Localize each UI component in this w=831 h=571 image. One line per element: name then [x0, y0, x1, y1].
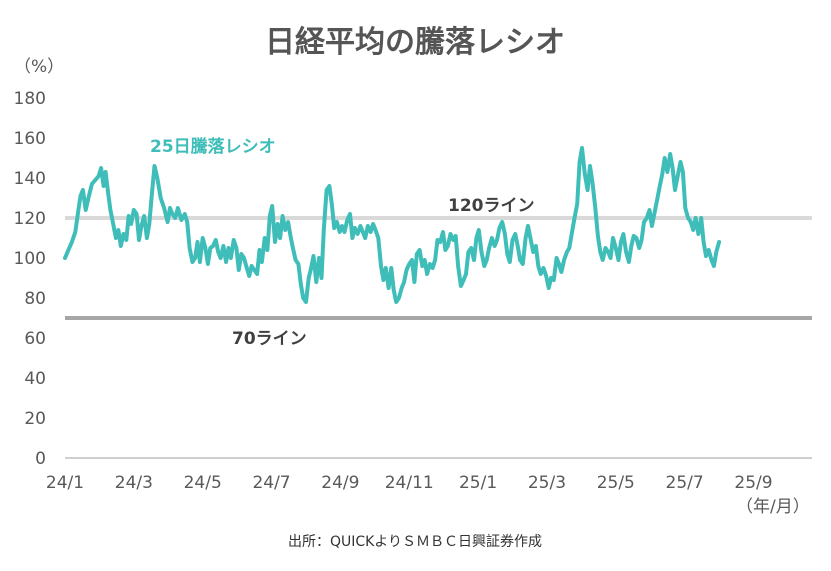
y-tick-label: 160: [14, 129, 46, 149]
x-axis-unit-label: （年/月）: [736, 497, 810, 517]
source-note: 出所：QUICKよりＳＭＢＣ日興証券作成: [288, 534, 542, 550]
x-tick-label: 25/1: [459, 473, 497, 493]
x-tick-label: 25/5: [597, 473, 635, 493]
x-tick-label: 24/11: [385, 473, 434, 493]
y-tick-label: 180: [14, 89, 46, 109]
y-axis-ticks: 0 20 40 60 80 100 120 140 160 180: [14, 89, 46, 469]
x-tick-label: 24/3: [115, 473, 153, 493]
x-tick-label: 24/1: [46, 473, 84, 493]
x-tick-label: 25/3: [528, 473, 566, 493]
y-tick-label: 80: [24, 289, 46, 309]
x-tick-label: 25/7: [666, 473, 704, 493]
series-legend-label: 25日騰落レシオ: [150, 136, 276, 157]
y-tick-label: 40: [24, 369, 46, 389]
y-tick-label: 100: [14, 249, 46, 269]
reference-label-120: 120ライン: [448, 196, 535, 216]
series-line-25day-ratio: [63, 146, 722, 304]
y-tick-label: 0: [35, 449, 46, 469]
y-tick-label: 120: [14, 209, 46, 229]
x-tick-label: 24/9: [321, 473, 359, 493]
y-tick-label: 20: [24, 409, 46, 429]
chart-title: 日経平均の騰落レシオ: [265, 25, 565, 60]
reference-label-70: 70ライン: [232, 329, 307, 349]
x-axis-ticks: 24/1 24/3 24/5 24/7 24/9 24/11 25/1 25/3 25/5 25/…: [46, 473, 773, 493]
y-tick-label: 60: [24, 329, 46, 349]
y-axis-unit-label: （%）: [14, 57, 64, 77]
x-tick-label: 24/7: [252, 473, 290, 493]
y-tick-label: 140: [14, 169, 46, 189]
x-tick-label: 24/5: [184, 473, 222, 493]
x-tick-label: 25/9: [734, 473, 772, 493]
